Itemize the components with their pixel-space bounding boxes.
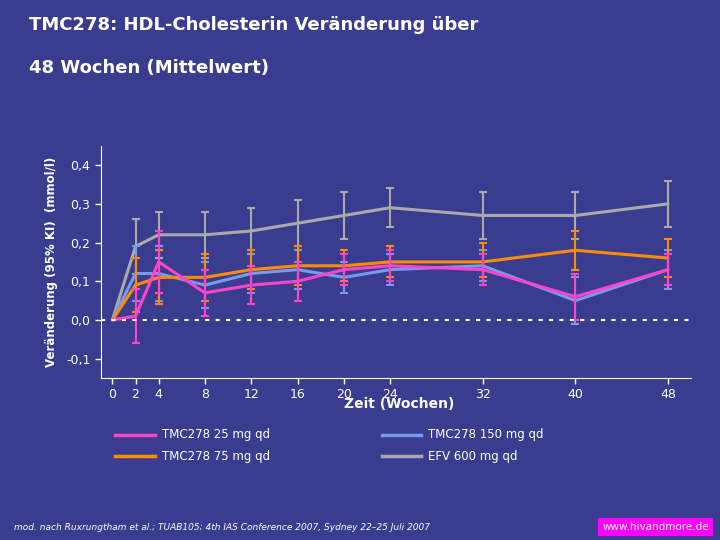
Text: TMC278 150 mg qd: TMC278 150 mg qd — [428, 428, 544, 441]
Text: 48 Wochen (Mittelwert): 48 Wochen (Mittelwert) — [29, 59, 269, 77]
Y-axis label: Veränderung (95% KI)  (mmol/l): Veränderung (95% KI) (mmol/l) — [45, 157, 58, 367]
Text: Zeit (Wochen): Zeit (Wochen) — [344, 397, 455, 411]
Text: www.hivandmore.de: www.hivandmore.de — [603, 522, 709, 532]
Text: mod. nach Ruxrungtham et al.; TUAB105; 4th IAS Conference 2007, Sydney 22–25 Jul: mod. nach Ruxrungtham et al.; TUAB105; 4… — [14, 523, 431, 532]
Text: TMC278: HDL-Cholesterin Veränderung über: TMC278: HDL-Cholesterin Veränderung über — [29, 16, 478, 34]
Text: EFV 600 mg qd: EFV 600 mg qd — [428, 450, 518, 463]
Text: TMC278 75 mg qd: TMC278 75 mg qd — [162, 450, 270, 463]
Text: TMC278 25 mg qd: TMC278 25 mg qd — [162, 428, 270, 441]
